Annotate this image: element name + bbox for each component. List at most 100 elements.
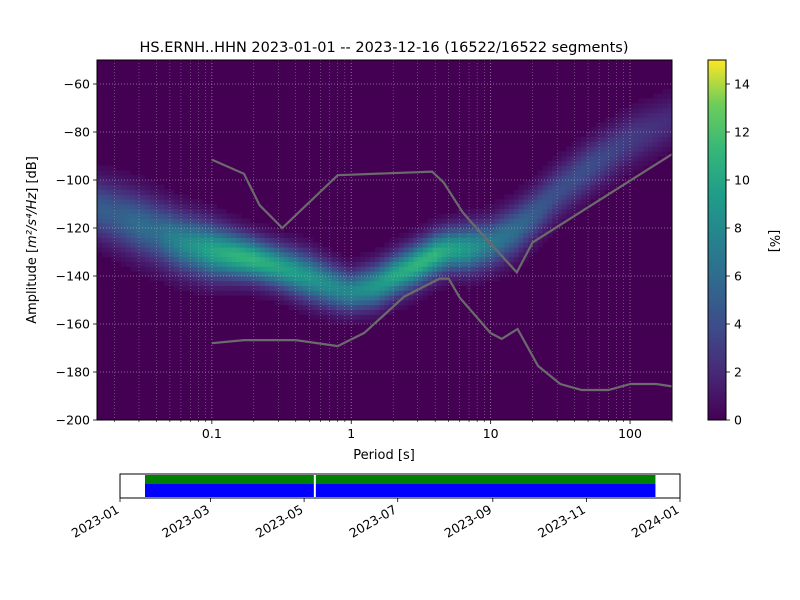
heatmap-cell <box>216 285 222 291</box>
heatmap-cell <box>245 223 251 229</box>
heatmap-cell <box>360 300 366 306</box>
heatmap-cell <box>418 232 424 238</box>
heatmap-cell <box>571 170 577 176</box>
heatmap-cell <box>590 136 596 142</box>
heatmap-cell <box>494 218 500 224</box>
heatmap-cell <box>111 199 117 205</box>
heatmap-cell <box>465 252 472 258</box>
heatmap-cell <box>662 108 668 114</box>
heatmap-cell <box>504 247 510 253</box>
heatmap-cell <box>355 271 361 277</box>
heatmap-cell <box>226 290 232 296</box>
heatmap-cell <box>144 223 151 229</box>
heatmap-cell <box>374 271 381 277</box>
heatmap-cell <box>365 280 371 286</box>
heatmap-cell <box>164 218 170 224</box>
timeline-data-coverage-bar <box>145 484 656 497</box>
heatmap-cell <box>451 247 457 253</box>
heatmap-cell <box>652 156 659 162</box>
heatmap-cell <box>614 117 620 123</box>
heatmap-cell <box>600 165 606 171</box>
heatmap-cell <box>494 208 500 214</box>
heatmap-cell <box>595 136 601 142</box>
heatmap-cell <box>523 184 529 190</box>
heatmap-cell <box>216 213 222 219</box>
heatmap-cell <box>422 290 429 296</box>
heatmap-cell <box>571 208 577 214</box>
heatmap-cell <box>576 146 582 152</box>
heatmap-cell <box>643 132 649 138</box>
heatmap-cell <box>221 271 227 277</box>
heatmap-cell <box>168 204 175 210</box>
heatmap-cell <box>499 271 505 277</box>
heatmap-cell <box>259 232 266 238</box>
heatmap-cell <box>504 208 510 214</box>
heatmap-cell <box>475 256 481 262</box>
heatmap-cell <box>633 156 639 162</box>
heatmap-cell <box>159 228 165 234</box>
heatmap-cell <box>552 194 558 200</box>
heatmap-cell <box>202 252 208 258</box>
heatmap-cell <box>662 112 668 118</box>
heatmap-cell <box>384 266 390 272</box>
heatmap-cell <box>307 247 314 253</box>
heatmap-cell <box>331 271 337 277</box>
heatmap-cell <box>140 213 146 219</box>
heatmap-cell <box>135 208 141 214</box>
heatmap-cell <box>475 242 481 248</box>
heatmap-cell <box>130 189 136 195</box>
heatmap-cell <box>125 232 131 238</box>
heatmap-cell <box>279 300 285 306</box>
heatmap-cell <box>561 151 567 157</box>
heatmap-cell <box>557 204 563 210</box>
heatmap-cell <box>226 247 232 253</box>
heatmap-cell <box>624 117 630 123</box>
heatmap-cell <box>398 242 405 248</box>
heatmap-cell <box>106 170 112 176</box>
heatmap-cell <box>389 242 395 248</box>
heatmap-cell <box>480 266 486 272</box>
heatmap-cell <box>188 232 194 238</box>
heatmap-cell <box>470 276 476 282</box>
heatmap-cell <box>154 232 160 238</box>
heatmap-cell <box>125 252 131 258</box>
heatmap-cell <box>154 276 160 282</box>
heatmap-cell <box>140 252 146 258</box>
heatmap-cell <box>489 266 496 272</box>
heatmap-cell <box>667 122 673 128</box>
heatmap-cell <box>451 271 457 277</box>
heatmap-cell <box>394 242 400 248</box>
heatmap-cell <box>667 98 673 104</box>
heatmap-cell <box>250 285 256 291</box>
heatmap-cell <box>379 309 385 315</box>
heatmap-cell <box>279 261 285 267</box>
heatmap-cell <box>624 160 630 166</box>
heatmap-cell <box>149 213 155 219</box>
grid-lines <box>97 60 673 421</box>
heatmap-cell <box>542 213 548 219</box>
heatmap-cell <box>561 160 567 166</box>
heatmap-cell <box>125 199 131 205</box>
heatmap-cell <box>576 141 582 147</box>
heatmap-cell <box>576 189 582 195</box>
heatmap-cell <box>509 213 515 219</box>
heatmap-cell <box>307 276 314 282</box>
heatmap-cell <box>144 271 151 277</box>
heatmap-cell <box>116 237 122 243</box>
heatmap-cell <box>259 242 266 248</box>
heatmap-cell <box>528 199 534 205</box>
heatmap-cell <box>164 213 170 219</box>
heatmap-cell <box>101 165 107 171</box>
heatmap-cell <box>120 252 127 258</box>
heatmap-cell <box>624 136 630 142</box>
heatmap-cell <box>652 151 659 157</box>
heatmap-cell <box>504 252 510 258</box>
heatmap-cell <box>188 247 194 253</box>
heatmap-cell <box>542 189 548 195</box>
heatmap-cell <box>226 228 232 234</box>
heatmap-cell <box>178 252 184 258</box>
heatmap-cell <box>130 204 136 210</box>
heatmap-cell <box>111 184 117 190</box>
heatmap-cell <box>279 295 285 301</box>
heatmap-cell <box>250 271 256 277</box>
